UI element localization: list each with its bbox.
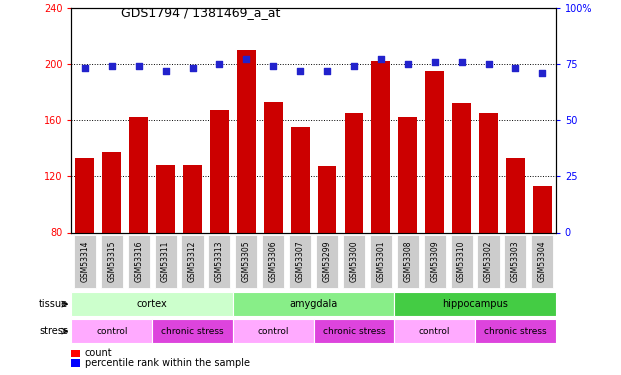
Text: GSM53313: GSM53313 (215, 241, 224, 282)
Point (510, 65, 520, 71)
FancyBboxPatch shape (475, 319, 556, 343)
Bar (76, 158, 94, 232)
Text: GSM53312: GSM53312 (188, 241, 197, 282)
Text: GSM53309: GSM53309 (430, 241, 439, 282)
Bar (371, 61, 390, 232)
Point (242, 56, 252, 62)
FancyBboxPatch shape (74, 235, 96, 288)
Text: cortex: cortex (137, 299, 168, 309)
FancyBboxPatch shape (209, 235, 230, 288)
Point (161, 68, 171, 74)
Text: chronic stress: chronic stress (484, 327, 546, 336)
Point (456, 58, 466, 64)
Point (214, 61, 224, 67)
Text: GSM53308: GSM53308 (403, 241, 412, 282)
Text: GSM53300: GSM53300 (350, 241, 358, 282)
FancyBboxPatch shape (397, 235, 419, 288)
FancyBboxPatch shape (504, 235, 527, 288)
Text: chronic stress: chronic stress (323, 327, 385, 336)
Point (322, 68, 332, 74)
FancyBboxPatch shape (233, 319, 314, 343)
Bar (399, 117, 417, 232)
Point (80, 65, 90, 71)
FancyBboxPatch shape (478, 235, 499, 288)
Text: GSM53315: GSM53315 (107, 241, 116, 282)
Point (268, 63, 278, 69)
Text: GSM53303: GSM53303 (511, 241, 520, 282)
Point (134, 63, 143, 69)
Text: GSM53314: GSM53314 (80, 241, 89, 282)
Bar (210, 110, 229, 232)
FancyBboxPatch shape (394, 292, 556, 316)
Text: percentile rank within the sample: percentile rank within the sample (85, 358, 250, 368)
FancyBboxPatch shape (71, 319, 152, 343)
Text: control: control (258, 327, 289, 336)
FancyBboxPatch shape (394, 319, 475, 343)
Text: GSM53306: GSM53306 (269, 241, 278, 282)
Text: amygdala: amygdala (289, 299, 338, 309)
Text: chronic stress: chronic stress (161, 327, 224, 336)
Bar (452, 103, 471, 232)
FancyBboxPatch shape (101, 235, 123, 288)
Point (403, 61, 413, 67)
Text: tissue: tissue (39, 299, 68, 309)
Point (430, 58, 440, 64)
Text: count: count (85, 348, 112, 358)
Text: GSM53311: GSM53311 (161, 241, 170, 282)
FancyBboxPatch shape (71, 292, 233, 316)
Bar (317, 166, 337, 232)
Text: GSM53305: GSM53305 (242, 241, 251, 282)
Point (537, 70, 547, 76)
FancyBboxPatch shape (152, 319, 233, 343)
Text: control: control (419, 327, 450, 336)
Point (484, 61, 494, 67)
FancyBboxPatch shape (289, 235, 311, 288)
Text: GSM53299: GSM53299 (322, 241, 332, 282)
Text: GDS1794 / 1381469_a_at: GDS1794 / 1381469_a_at (121, 6, 281, 19)
Point (295, 68, 305, 74)
FancyBboxPatch shape (181, 235, 204, 288)
FancyBboxPatch shape (233, 292, 394, 316)
FancyBboxPatch shape (532, 235, 553, 288)
Bar (425, 71, 444, 232)
FancyBboxPatch shape (262, 235, 284, 288)
Bar (506, 158, 525, 232)
Bar (129, 117, 148, 232)
Text: GSM53316: GSM53316 (134, 241, 143, 282)
Text: GSM53302: GSM53302 (484, 241, 493, 282)
FancyBboxPatch shape (451, 235, 473, 288)
FancyBboxPatch shape (235, 235, 257, 288)
Bar (237, 50, 256, 232)
Point (349, 63, 359, 69)
Bar (102, 152, 121, 232)
FancyBboxPatch shape (424, 235, 446, 288)
Text: GSM53310: GSM53310 (457, 241, 466, 282)
FancyBboxPatch shape (343, 235, 365, 288)
FancyBboxPatch shape (314, 319, 394, 343)
FancyBboxPatch shape (155, 235, 176, 288)
Bar (156, 165, 175, 232)
Text: GSM53304: GSM53304 (538, 241, 547, 282)
Point (188, 65, 197, 71)
Bar (533, 186, 551, 232)
Bar (479, 113, 498, 232)
FancyBboxPatch shape (370, 235, 392, 288)
Bar (345, 113, 363, 232)
Bar (264, 102, 283, 232)
Text: control: control (96, 327, 127, 336)
Point (107, 63, 117, 69)
Text: stress: stress (39, 326, 68, 336)
Bar (71, 350, 80, 357)
Bar (71, 359, 80, 366)
Text: GSM53301: GSM53301 (376, 241, 386, 282)
FancyBboxPatch shape (316, 235, 338, 288)
Text: hippocampus: hippocampus (442, 299, 508, 309)
FancyBboxPatch shape (128, 235, 150, 288)
Point (376, 56, 386, 62)
Bar (291, 127, 309, 232)
Text: GSM53307: GSM53307 (296, 241, 305, 282)
Bar (183, 165, 202, 232)
